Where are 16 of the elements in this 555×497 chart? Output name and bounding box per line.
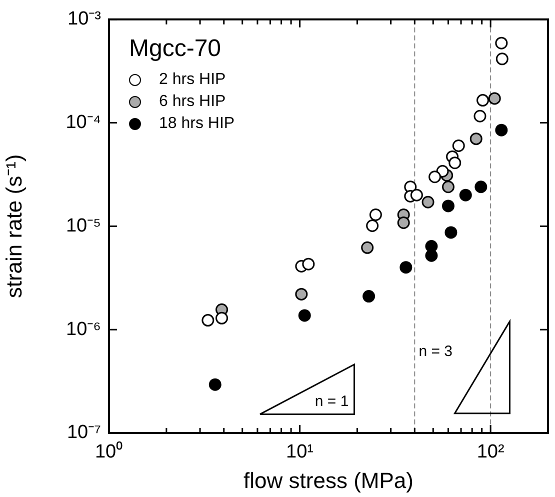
x-axis-title: flow stress (MPa) [244,468,414,493]
x-tick-label: 10⁰ [94,440,124,463]
x-tick-label: 10¹ [286,442,314,463]
legend-label: 2 hrs HIP [159,71,226,90]
y-tick-label: 10⁻⁵ [66,215,101,236]
annotation: n = 3 [418,342,452,360]
y-tick-label: 10⁻³ [68,8,101,30]
annotation: n = 1 [314,393,349,410]
legend-label: 6 hrs HIP [159,93,226,112]
y-tick-label: 10⁻⁷ [66,422,102,444]
y-tick-label: 10⁻⁶ [66,318,101,340]
y-axis-title: strain rate (s⁻¹) [1,154,26,298]
legend-label: 18 hrs HIP [159,115,235,134]
y-tick-label: 10⁻⁴ [66,112,101,134]
legend-title: Mgcc-70 [129,35,222,64]
x-tick-label: 10² [476,442,504,463]
